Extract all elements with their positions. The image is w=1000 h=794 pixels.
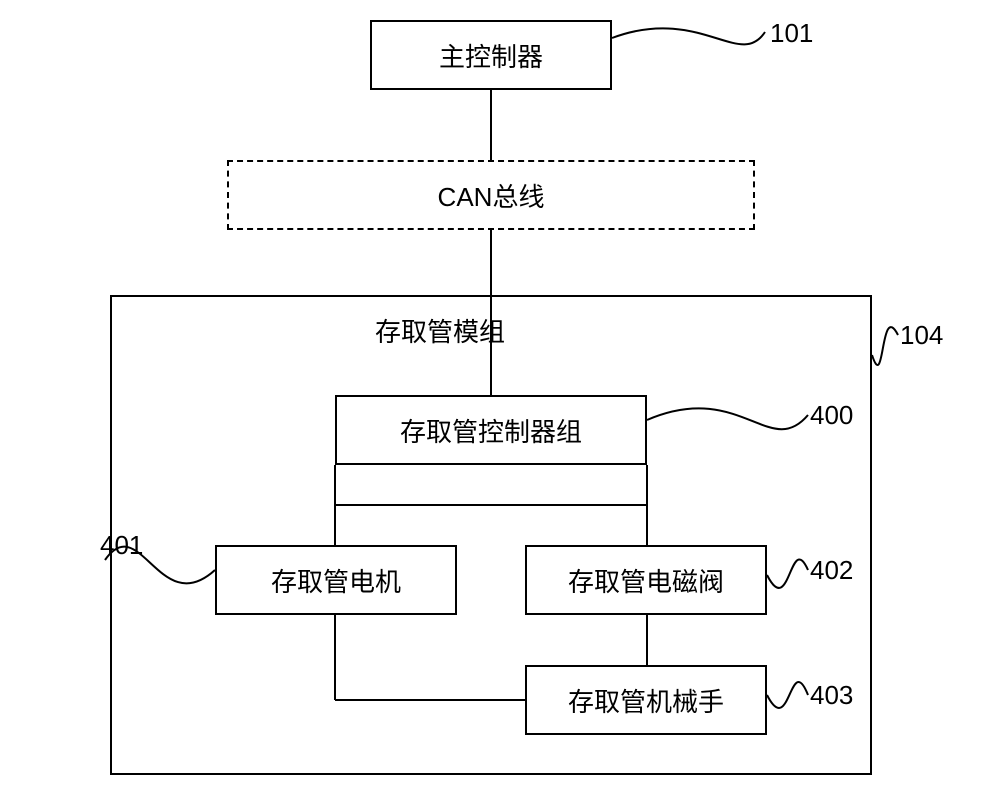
diagram-canvas: 主控制器 CAN总线 存取管模组 存取管控制器组 存取管电机 存取管电磁阀 存取… — [0, 0, 1000, 794]
ref-401: 401 — [100, 530, 143, 561]
node-label: 主控制器 — [439, 37, 543, 74]
node-can-bus: CAN总线 — [227, 160, 755, 230]
node-label: CAN总线 — [438, 177, 545, 214]
ref-104: 104 — [900, 320, 943, 351]
ref-101: 101 — [770, 18, 813, 49]
ref-403: 403 — [810, 680, 853, 711]
node-main-controller: 主控制器 — [370, 20, 612, 90]
ref-402: 402 — [810, 555, 853, 586]
node-label: 存取管控制器组 — [400, 412, 582, 449]
node-label: 存取管电机 — [271, 562, 401, 599]
ref-400: 400 — [810, 400, 853, 431]
node-motor: 存取管电机 — [215, 545, 457, 615]
node-label: 存取管电磁阀 — [568, 562, 724, 599]
node-label: 存取管机械手 — [568, 682, 724, 719]
node-controller-group: 存取管控制器组 — [335, 395, 647, 465]
node-robot: 存取管机械手 — [525, 665, 767, 735]
module-title: 存取管模组 — [375, 312, 505, 349]
node-valve: 存取管电磁阀 — [525, 545, 767, 615]
